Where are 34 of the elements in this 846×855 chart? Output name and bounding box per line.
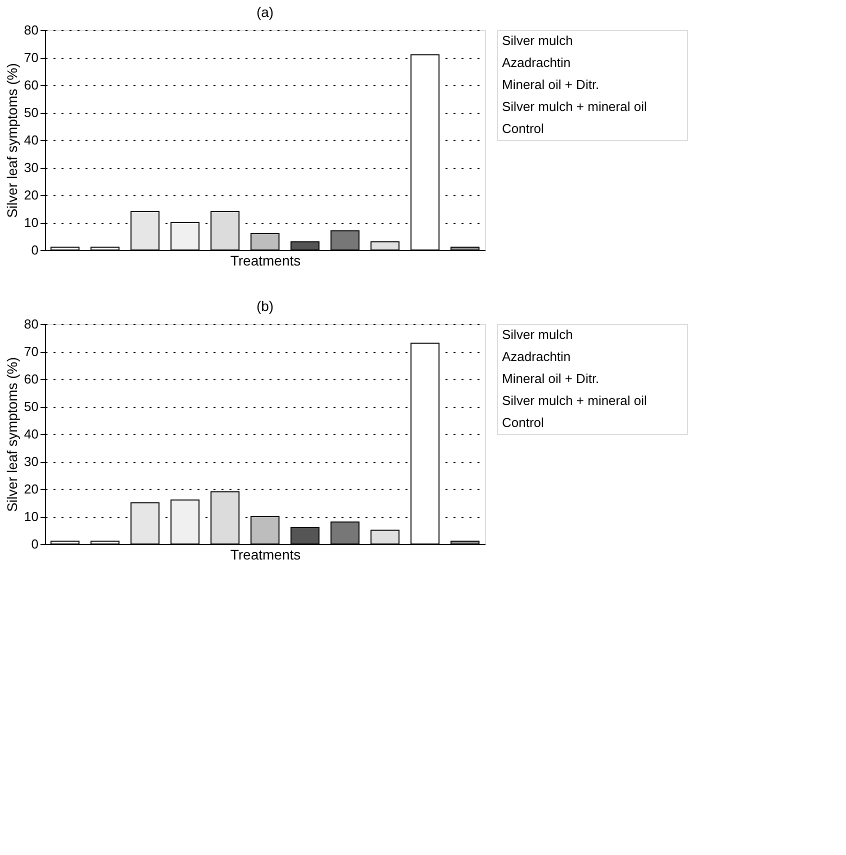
text: Control	[502, 415, 544, 430]
chart-title: (b)	[256, 298, 274, 314]
y-tick-label: 60	[24, 372, 38, 386]
y-tick-label: 10	[24, 215, 38, 230]
chart-title: (a)	[256, 4, 274, 20]
y-tick-label: 70	[24, 50, 38, 65]
text: Control	[502, 121, 544, 136]
y-tick-label: 70	[24, 344, 38, 359]
y-axis-title: Silver leaf symptoms (%)	[4, 357, 20, 512]
y-tick-label: 30	[24, 160, 38, 175]
text: Silver mulch	[502, 327, 573, 342]
text: Silver mulch + mineral oil	[502, 99, 647, 114]
x-axis-title: Treatments	[230, 546, 301, 562]
text: Mineral oil + Ditr.	[502, 371, 600, 386]
text: Mineral oil + Ditr.	[502, 77, 600, 92]
y-tick-label: 40	[24, 426, 38, 442]
y-tick-label: 20	[24, 188, 38, 202]
y-tick-label: 40	[24, 132, 38, 148]
y-tick-label: 0	[31, 242, 38, 258]
y-tick-label: 50	[24, 399, 38, 414]
y-tick-label: 10	[24, 509, 38, 524]
y-tick-label: 80	[24, 316, 38, 332]
y-tick-label: 50	[24, 105, 38, 120]
y-tick-label: 60	[24, 78, 38, 92]
y-tick-label: 80	[24, 22, 38, 38]
x-axis-title: Treatments	[230, 252, 301, 268]
text: Azadrachtin	[502, 55, 571, 70]
text: Silver mulch + mineral oil	[502, 393, 647, 408]
text: Azadrachtin	[502, 349, 571, 364]
y-tick-label: 0	[31, 536, 38, 552]
y-tick-label: 20	[24, 482, 38, 496]
y-axis-title: Silver leaf symptoms (%)	[4, 63, 20, 218]
y-tick-label: 30	[24, 454, 38, 469]
text: Silver mulch	[502, 33, 573, 48]
